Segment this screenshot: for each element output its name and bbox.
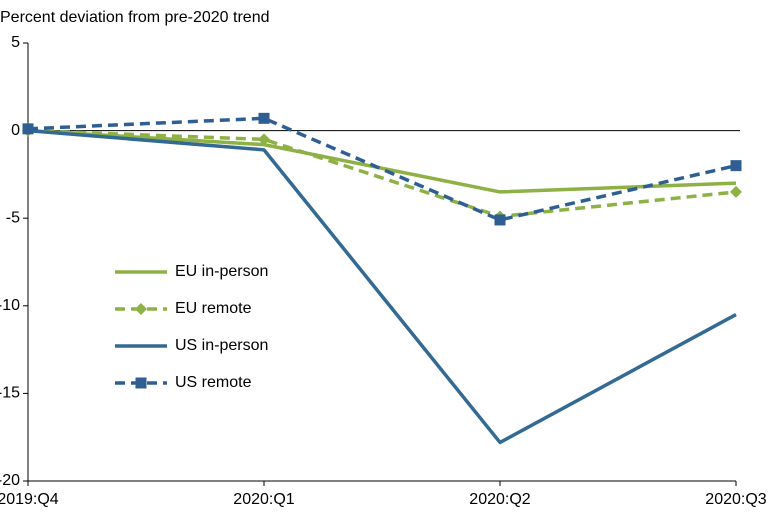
data-point bbox=[494, 214, 506, 226]
y-tick-label: -15 bbox=[0, 385, 20, 402]
y-tick-label: -10 bbox=[0, 297, 20, 314]
series-line bbox=[27, 128, 737, 445]
data-point bbox=[258, 133, 270, 146]
y-tick-label: 5 bbox=[11, 34, 20, 51]
series-line bbox=[27, 116, 737, 222]
series-line bbox=[27, 128, 737, 194]
data-point bbox=[22, 123, 34, 135]
legend-marker bbox=[135, 377, 147, 389]
data-point bbox=[258, 112, 270, 124]
legend-label: EU in-person bbox=[175, 263, 268, 280]
y-axis-title: Percent deviation from pre-2020 trend bbox=[0, 9, 269, 26]
legend-marker bbox=[135, 303, 147, 315]
series-line bbox=[27, 128, 737, 219]
x-tick-label: 2020:Q1 bbox=[233, 491, 294, 508]
y-tick-label: -20 bbox=[0, 472, 20, 489]
x-tick-label: 2020:Q2 bbox=[469, 491, 530, 508]
legend-label: US remote bbox=[175, 374, 252, 391]
legend-label: US in-person bbox=[175, 337, 268, 354]
x-tick-label: 2020:Q3 bbox=[705, 491, 766, 508]
y-tick-label: -5 bbox=[6, 209, 20, 226]
x-tick-label: 2019:Q4 bbox=[0, 491, 59, 508]
data-point bbox=[730, 185, 742, 198]
data-point bbox=[730, 160, 742, 172]
legend-label: EU remote bbox=[175, 300, 252, 317]
y-tick-label: 0 bbox=[11, 122, 20, 139]
